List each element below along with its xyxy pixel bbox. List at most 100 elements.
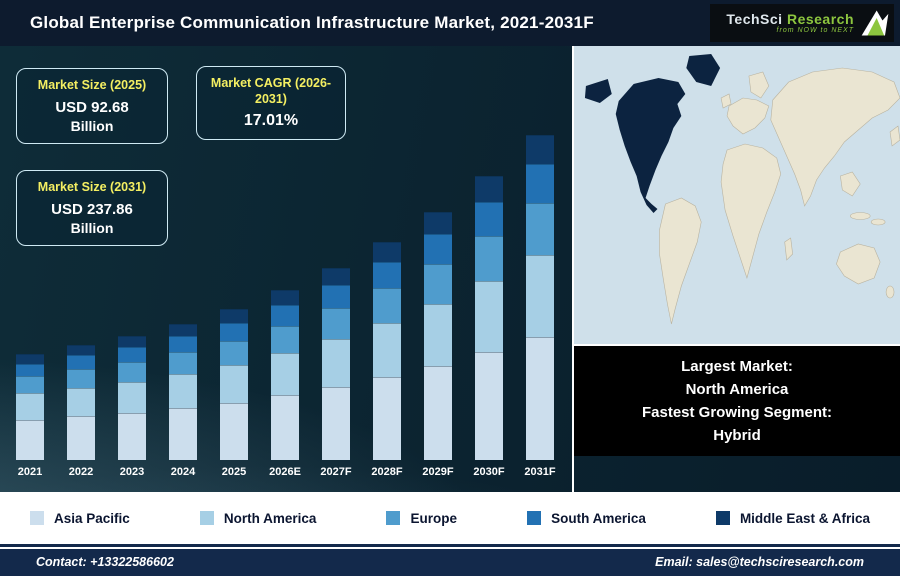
bar-segment-asia-pacific	[220, 402, 248, 460]
stacked-bar	[373, 242, 401, 460]
map-north-america	[615, 78, 686, 213]
stacked-bar	[169, 324, 197, 460]
bar-column-2029F: 2029F	[422, 212, 454, 480]
market-cagr-value: 17.01%	[243, 112, 299, 130]
x-axis-label: 2023	[119, 466, 145, 478]
legend-swatch-icon	[715, 511, 730, 525]
market-size-2025-unit: Billion	[70, 117, 114, 134]
main-area: 2021 2022 2023 2024 2025 2026E 2027F 2028F 2029F…	[0, 46, 900, 492]
map-south-america	[659, 197, 702, 325]
bar-segment-middle-east-africa	[424, 212, 452, 235]
x-axis-label: 2030F	[473, 466, 505, 478]
legend-item-europe: Europe	[386, 511, 457, 526]
map-scandinavia	[748, 71, 770, 99]
market-size-2031-unit: Billion	[70, 219, 114, 236]
bar-column-2026E: 2026E	[269, 290, 301, 480]
map-australia	[836, 243, 881, 285]
right-panel: Largest Market: North America Fastest Gr…	[572, 46, 900, 492]
x-axis-label: 2031F	[524, 466, 556, 478]
bar-segment-north-america	[475, 281, 503, 353]
stacked-bar	[526, 135, 554, 460]
stacked-bar-chart: 2021 2022 2023 2024 2025 2026E 2027F 2028F 2029F…	[0, 46, 572, 492]
legend-label: Europe	[410, 510, 457, 526]
bar-segment-asia-pacific	[526, 336, 554, 460]
market-size-2031-box: Market Size (2031) USD 237.86 Billion	[16, 170, 168, 246]
bar-segment-asia-pacific	[322, 387, 350, 460]
chart-legend: Asia Pacific North America Europe South Ame…	[0, 511, 900, 526]
map-europe	[726, 97, 770, 135]
bar-segment-europe	[169, 352, 197, 375]
legend-strip: Asia Pacific North America Europe South Ame…	[0, 492, 900, 544]
market-size-2031-label: Market Size (2031)	[37, 180, 147, 194]
market-size-2031-value: USD 237.86	[51, 200, 133, 218]
map-southeast-asia	[840, 171, 861, 197]
bar-segment-north-america	[322, 339, 350, 388]
stacked-bar	[475, 176, 503, 460]
map-japan	[889, 125, 900, 147]
logo-primary-text: TechSci	[726, 10, 783, 27]
logo-wordmark: TechSci Research	[726, 12, 854, 27]
legend-label: North America	[223, 510, 317, 526]
legend-swatch-icon	[199, 511, 214, 525]
market-size-2025-box: Market Size (2025) USD 92.68 Billion	[16, 68, 168, 144]
bar-segment-south-america	[118, 347, 146, 363]
bar-segment-europe	[373, 287, 401, 323]
bar-segment-middle-east-africa	[526, 135, 554, 165]
stacked-bar	[67, 345, 95, 460]
bar-column-2025: 2025	[220, 309, 248, 480]
stacked-bar	[220, 309, 248, 460]
map-alaska	[584, 79, 612, 103]
map-asia	[770, 67, 900, 207]
bar-segment-europe	[424, 264, 452, 304]
bar-column-2021: 2021	[16, 354, 44, 480]
caption-largest-market-label: Largest Market:	[681, 357, 793, 375]
bar-segment-europe	[220, 340, 248, 365]
legend-item-asia-pacific: Asia Pacific	[30, 511, 130, 526]
map-africa	[720, 143, 782, 280]
market-size-2025-value: USD 92.68	[55, 98, 129, 116]
bar-segment-asia-pacific	[475, 352, 503, 460]
legend-swatch-icon	[386, 511, 401, 525]
bar-segment-asia-pacific	[373, 377, 401, 460]
bar-segment-middle-east-africa	[373, 242, 401, 262]
map-new-guinea	[870, 218, 886, 226]
bar-segment-middle-east-africa	[322, 268, 350, 286]
bar-segment-north-america	[373, 322, 401, 378]
bar-segment-north-america	[526, 255, 554, 337]
caption-largest-market-value: North America	[685, 380, 789, 398]
map-new-zealand	[885, 285, 895, 299]
bar-segment-south-america	[271, 305, 299, 326]
caption-fastest-segment-label: Fastest Growing Segment:	[641, 404, 833, 421]
map-madagascar	[784, 237, 793, 261]
x-axis-label: 2029F	[422, 466, 454, 478]
bar-column-2030F: 2030F	[473, 176, 505, 480]
map-uk	[720, 93, 732, 109]
techsci-logo: TechSci Research from NOW to NEXT	[710, 4, 894, 42]
footer-contact: Contact: +13322586602	[36, 555, 174, 569]
legend-item-south-america: South America	[527, 511, 646, 526]
logo-text: TechSci Research from NOW to NEXT	[726, 12, 854, 34]
legend-swatch-icon	[30, 511, 44, 525]
bar-segment-asia-pacific	[271, 395, 299, 460]
caption-fastest-segment-value: Hybrid	[713, 427, 761, 445]
footer-email: Email: sales@techsciresearch.com	[655, 555, 864, 569]
x-axis-label: 2027F	[320, 466, 352, 478]
x-axis-label: 2024	[170, 466, 196, 478]
bar-segment-asia-pacific	[16, 419, 44, 460]
bar-segment-north-america	[220, 364, 248, 403]
bar-column-2028F: 2028F	[371, 242, 403, 480]
bar-segment-europe	[271, 325, 299, 353]
bar-segment-europe	[526, 203, 554, 256]
bar-segment-europe	[118, 362, 146, 382]
bar-segment-middle-east-africa	[271, 290, 299, 306]
bar-segment-north-america	[16, 393, 44, 420]
x-axis-label: 2026E	[269, 466, 301, 478]
bar-column-2031F: 2031F	[524, 135, 556, 480]
legend-label: Middle East & Africa	[739, 510, 870, 526]
world-map	[574, 46, 900, 344]
bar-segment-europe	[67, 369, 95, 388]
bar-segment-north-america	[118, 381, 146, 413]
map-caption-box: Largest Market: North America Fastest Gr…	[574, 344, 900, 456]
bar-segment-europe	[475, 235, 503, 282]
